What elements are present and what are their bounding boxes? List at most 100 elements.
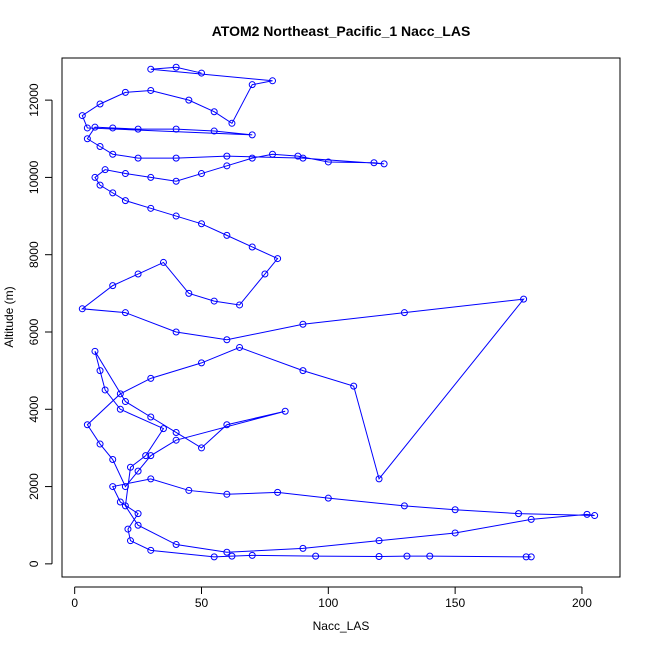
data-point	[223, 336, 231, 344]
data-point	[124, 525, 132, 533]
data-point	[172, 63, 180, 71]
data-point	[261, 270, 269, 278]
data-point	[198, 444, 205, 452]
data-point	[147, 173, 155, 181]
data-point	[269, 77, 277, 85]
data-point	[198, 170, 205, 178]
data-point	[312, 552, 320, 560]
data-point	[147, 86, 155, 94]
data-point	[126, 537, 134, 545]
data-point	[248, 551, 256, 559]
data-point	[134, 510, 142, 518]
data-point	[527, 553, 535, 561]
data-point	[83, 421, 91, 429]
data-point	[147, 475, 155, 483]
data-point	[248, 131, 256, 139]
data-point	[172, 428, 180, 436]
y-tick-label: 4000	[27, 396, 41, 423]
y-tick-label: 0	[27, 560, 41, 567]
data-point	[101, 386, 109, 394]
data-point	[172, 328, 180, 336]
y-tick-label: 12000	[27, 83, 41, 117]
data-point	[522, 553, 530, 561]
data-point	[78, 112, 86, 120]
x-tick-label: 100	[318, 596, 338, 610]
data-point	[223, 548, 231, 556]
data-point	[83, 124, 91, 132]
data-point	[121, 502, 129, 510]
data-point	[380, 160, 388, 168]
data-point	[121, 197, 129, 205]
data-point	[121, 170, 129, 178]
data-point	[527, 515, 535, 523]
data-point	[400, 502, 408, 510]
data-point	[121, 88, 129, 96]
data-point	[451, 529, 459, 537]
data-point	[159, 425, 167, 433]
data-point	[515, 510, 523, 518]
plot-frame	[61, 57, 621, 578]
data-point	[591, 512, 599, 520]
x-tick-label: 50	[195, 596, 209, 610]
data-point	[172, 125, 180, 133]
data-point	[274, 488, 282, 496]
data-point	[96, 440, 104, 448]
data-point	[228, 552, 236, 560]
y-tick-label: 6000	[27, 318, 41, 345]
data-point	[96, 142, 104, 150]
data-point	[121, 483, 129, 491]
data-point	[116, 390, 124, 398]
data-point	[172, 212, 180, 220]
data-point	[91, 123, 99, 131]
data-point	[109, 282, 117, 290]
data-point	[210, 297, 218, 305]
data-point	[159, 258, 167, 266]
data-point	[147, 374, 155, 382]
data-point	[324, 158, 332, 166]
data-point	[96, 181, 104, 189]
data-point	[299, 544, 307, 552]
data-point	[116, 405, 124, 413]
data-point	[109, 189, 117, 197]
data-point	[116, 498, 124, 506]
data-point	[142, 452, 150, 460]
data-point	[299, 154, 307, 162]
data-point	[83, 135, 91, 143]
data-point	[223, 162, 231, 170]
data-point	[96, 367, 104, 375]
data-point	[210, 108, 218, 116]
data-line	[80, 66, 595, 558]
data-point	[121, 309, 129, 317]
data-point	[109, 456, 117, 464]
data-point	[210, 553, 218, 561]
data-point	[350, 382, 358, 390]
data-point	[223, 231, 231, 239]
data-point	[228, 119, 236, 127]
y-tick-label: 8000	[27, 241, 41, 268]
data-point	[78, 305, 86, 313]
x-tick-label: 200	[572, 596, 592, 610]
data-point	[223, 421, 231, 429]
data-point	[236, 343, 244, 351]
data-point	[248, 243, 256, 251]
data-point	[147, 65, 155, 73]
data-point	[210, 127, 218, 135]
data-point	[223, 490, 231, 498]
data-point	[248, 81, 256, 89]
data-point	[198, 69, 205, 77]
data-point	[185, 96, 193, 104]
y-tick-label: 2000	[27, 473, 41, 500]
data-point	[403, 552, 411, 560]
data-point	[324, 494, 332, 502]
data-point	[101, 166, 109, 174]
data-point	[274, 255, 282, 263]
data-point	[121, 398, 129, 406]
data-point	[134, 521, 142, 529]
data-point	[185, 289, 193, 297]
data-point	[96, 100, 104, 108]
chart-title: ATOM2 Northeast_Pacific_1 Nacc_LAS	[212, 23, 471, 39]
data-point	[134, 125, 142, 133]
data-point	[583, 510, 591, 518]
data-point	[172, 436, 180, 444]
data-point	[91, 173, 99, 181]
